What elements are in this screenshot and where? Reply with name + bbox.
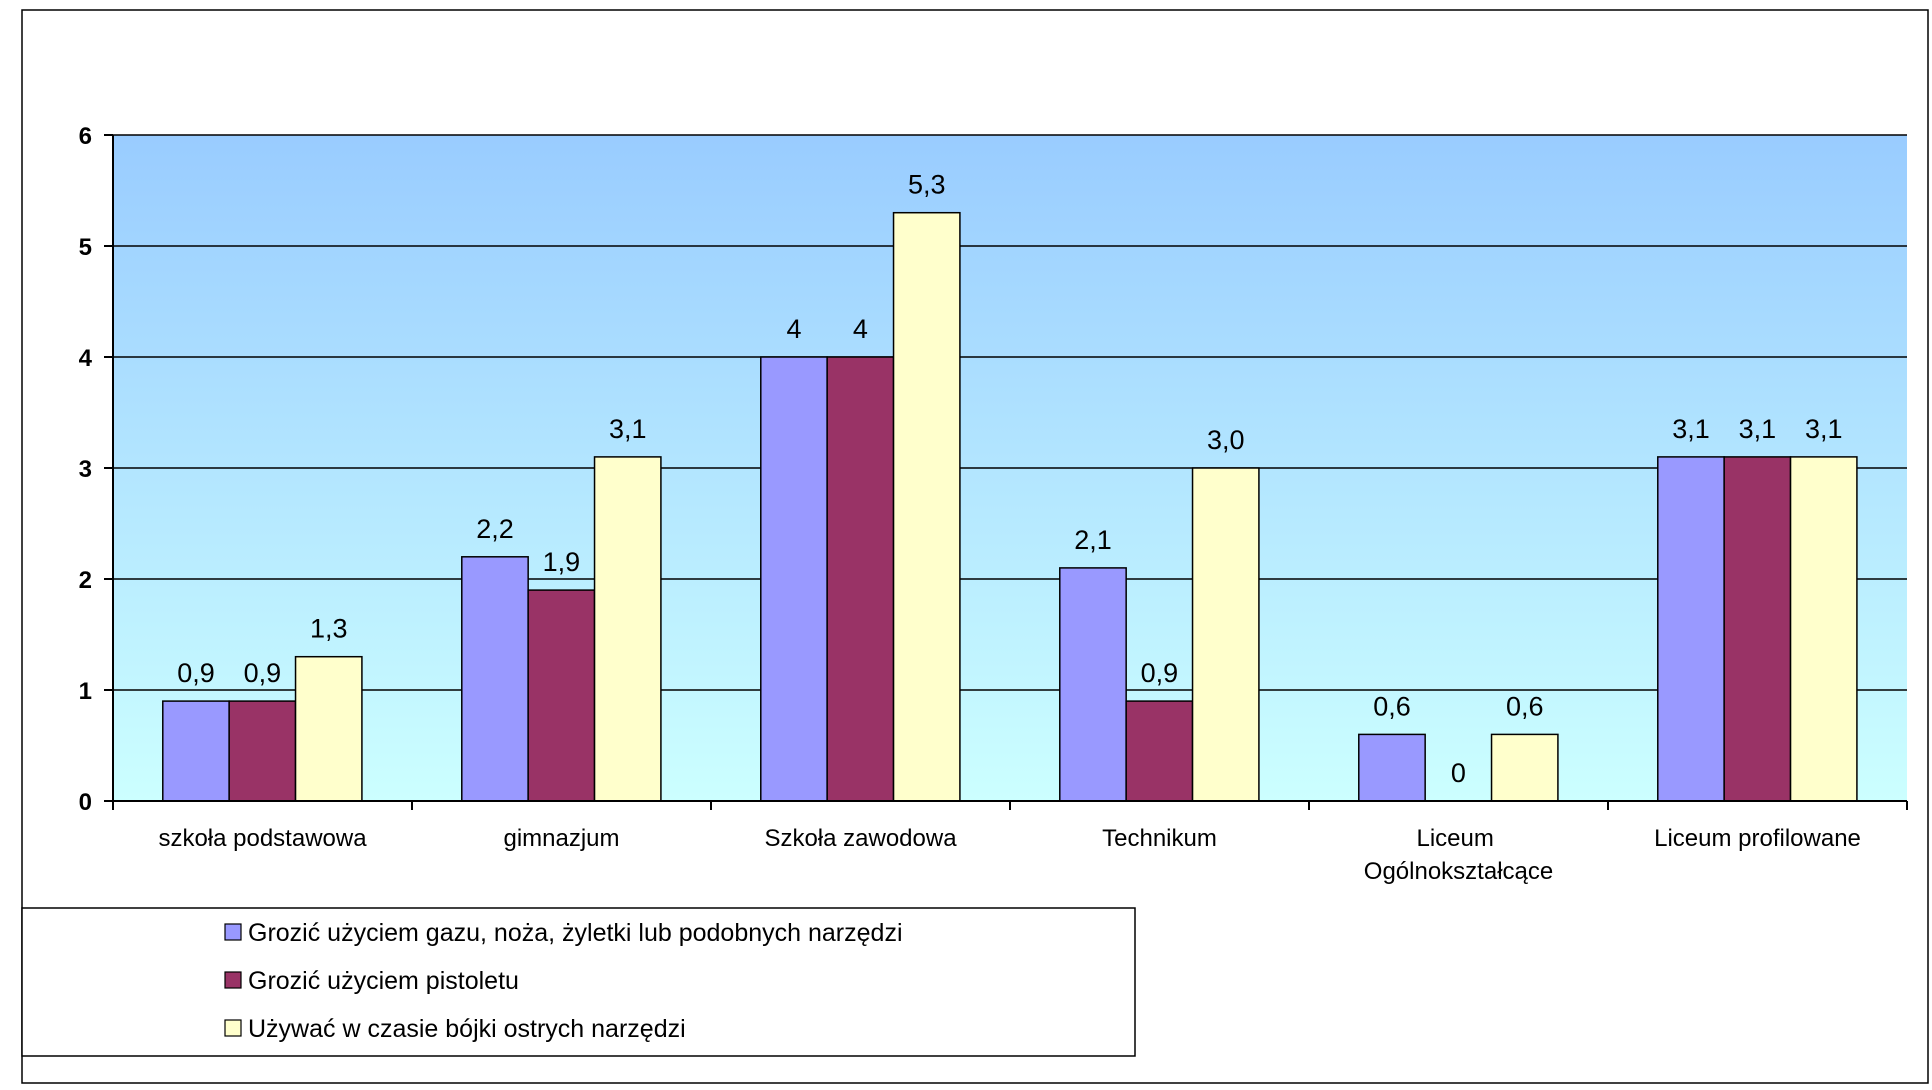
- y-tick-label: 6: [79, 123, 92, 150]
- legend-item: Grozić użyciem gazu, noża, żyletki lub p…: [224, 919, 903, 947]
- y-tick-label: 0: [79, 789, 92, 816]
- bar-series-2-cat-4: [1125, 700, 1194, 802]
- bar-series-1-cat-6: [1657, 456, 1725, 802]
- data-label: 3,1: [1805, 414, 1843, 444]
- bar-series-3-cat-4: [1191, 467, 1260, 802]
- legend-swatch: [224, 923, 242, 941]
- bar-series-1-cat-2: [461, 556, 529, 802]
- data-label: 2,1: [1074, 525, 1112, 555]
- legend-box: [21, 907, 1136, 1057]
- data-label: 4: [786, 314, 801, 344]
- bar-series-1-cat-4: [1059, 567, 1127, 802]
- data-label: 5,3: [908, 170, 946, 200]
- legend-swatch: [224, 971, 242, 989]
- plot-layer: 0,9 0,9 1,3 2,2 1,9 3,1 4 4 5,3 2,1 0,9 3,0 0,6 0 0,6 3…: [79, 123, 1908, 885]
- bar-series-2-cat-2: [527, 589, 596, 802]
- x-tick-label: Technikum: [1102, 825, 1217, 852]
- y-tick-label: 2: [79, 567, 92, 594]
- data-label: 3,0: [1207, 425, 1245, 455]
- data-label: 1,3: [310, 614, 348, 644]
- legend-label: Grozić użyciem gazu, noża, żyletki lub p…: [248, 919, 903, 947]
- y-tick-label: 3: [79, 456, 92, 483]
- data-label: 0,6: [1506, 691, 1544, 721]
- x-tick-label-line: Ogólnokształcące: [1364, 858, 1553, 885]
- y-tick-label: 5: [79, 234, 92, 261]
- data-label: 4: [853, 314, 868, 344]
- bar-series-3-cat-5: [1490, 733, 1559, 802]
- bar-series-2-cat-1: [228, 700, 297, 802]
- data-label: 0,9: [177, 658, 215, 688]
- data-label: 3,1: [1672, 414, 1710, 444]
- y-tick-label: 1: [79, 678, 92, 705]
- bar-series-3-cat-6: [1789, 456, 1858, 802]
- x-tick-label: Liceum profilowane: [1654, 825, 1861, 852]
- legend-swatch: [224, 1019, 242, 1037]
- x-tick-label: szkoła podstawowa: [158, 825, 367, 852]
- bar-series-2-cat-3: [826, 356, 895, 802]
- legend-label: Grozić użyciem pistoletu: [248, 967, 519, 995]
- data-label: 3,1: [609, 414, 647, 444]
- data-label: 0,9: [1141, 658, 1179, 688]
- bar-series-1-cat-3: [760, 356, 828, 802]
- bar-series-3-cat-2: [593, 456, 662, 802]
- bar-series-3-cat-3: [892, 211, 961, 802]
- bar-series-1-cat-1: [162, 700, 230, 802]
- legend-label: Używać w czasie bójki ostrych narzędzi: [248, 1015, 686, 1043]
- bar-series-1-cat-5: [1358, 733, 1426, 802]
- bar-series-3-cat-1: [294, 655, 363, 802]
- legend: Grozić użyciem gazu, noża, żyletki lub p…: [21, 907, 1136, 1057]
- x-tick-label: gimnazjum: [503, 825, 619, 852]
- data-label: 0,6: [1373, 691, 1411, 721]
- legend-item: Używać w czasie bójki ostrych narzędzi: [224, 1015, 686, 1043]
- x-tick-label-line: Liceum: [1416, 825, 1500, 852]
- legend-item: Grozić użyciem pistoletu: [224, 967, 519, 995]
- x-tick-label: Szkoła zawodowa: [764, 825, 957, 852]
- data-label: 0,9: [244, 658, 282, 688]
- y-tick-label: 4: [79, 345, 93, 372]
- bar-series-2-cat-6: [1723, 456, 1792, 802]
- data-label: 1,9: [543, 547, 581, 577]
- data-label: 0: [1451, 758, 1466, 788]
- x-tick-label: Liceum Ogólnokształcące: [1364, 825, 1553, 885]
- data-label: 3,1: [1739, 414, 1777, 444]
- data-label: 2,2: [476, 514, 514, 544]
